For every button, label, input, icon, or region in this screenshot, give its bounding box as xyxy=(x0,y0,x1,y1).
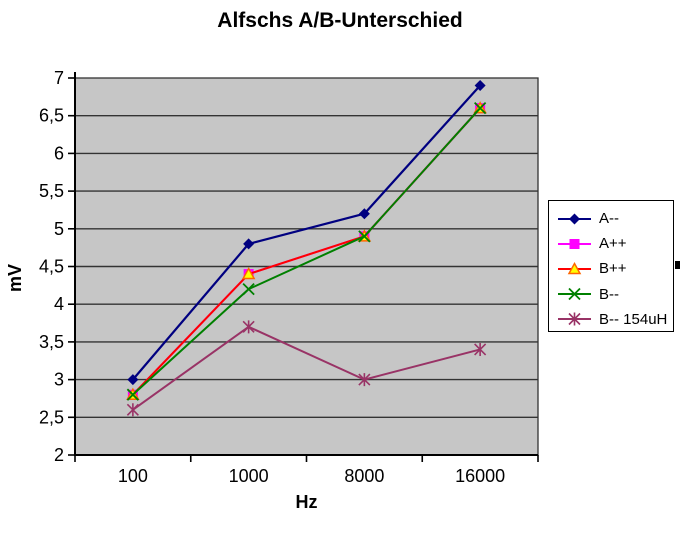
y-axis-tick-label: 5 xyxy=(54,219,64,239)
legend-label: A++ xyxy=(599,235,627,253)
selection-handle-icon[interactable] xyxy=(675,261,680,269)
legend-label: B++ xyxy=(599,260,627,278)
data-point-marker[interactable] xyxy=(241,266,256,280)
marker-x-icon[interactable] xyxy=(242,282,255,296)
data-point-marker[interactable] xyxy=(474,80,486,92)
data-point-marker[interactable] xyxy=(126,388,140,401)
y-axis-tick-label: 7 xyxy=(54,68,64,88)
marker-x-icon[interactable] xyxy=(126,388,140,401)
legend[interactable]: A-- A++ B++ B-- B-- 154uH xyxy=(548,200,674,332)
chart-title[interactable]: Alfschs A/B-Unterschied xyxy=(217,9,463,32)
legend-label: B-- xyxy=(599,285,619,303)
data-point-marker[interactable] xyxy=(358,230,371,243)
marker-asterisk-icon[interactable] xyxy=(242,320,255,334)
y-axis-title: mV xyxy=(5,264,25,293)
series-line[interactable] xyxy=(132,84,481,381)
legend-label: A-- xyxy=(599,210,619,228)
marker-asterisk-icon[interactable] xyxy=(568,312,581,326)
legend-item[interactable]: A-- xyxy=(557,206,673,231)
y-axis-tick-label: 6 xyxy=(54,143,64,163)
x-axis-title: Hz xyxy=(295,492,318,512)
data-point-marker[interactable] xyxy=(242,320,255,334)
marker-diamond-icon[interactable] xyxy=(474,80,486,92)
legend-marker-icon xyxy=(558,238,591,249)
y-axis-tick-label: 3 xyxy=(54,370,64,390)
data-point-marker[interactable] xyxy=(242,282,255,296)
marker-asterisk-icon[interactable] xyxy=(358,373,371,387)
legend-marker-icon xyxy=(558,288,591,301)
marker-asterisk-icon[interactable] xyxy=(126,403,139,417)
legend-marker-shape xyxy=(568,288,581,301)
y-axis-tick-label: 6,5 xyxy=(39,106,64,126)
marker-diamond-icon[interactable] xyxy=(243,238,255,250)
data-point-marker[interactable] xyxy=(358,208,370,220)
y-axis-tick-label: 2 xyxy=(54,445,64,465)
marker-x-icon[interactable] xyxy=(473,102,487,115)
legend-item[interactable]: B-- 154uH xyxy=(557,307,673,332)
x-axis-tick-label: 16000 xyxy=(455,466,505,486)
series-line[interactable] xyxy=(132,325,481,411)
series-line[interactable] xyxy=(132,107,481,396)
data-point-marker[interactable] xyxy=(126,403,139,417)
y-axis-tick-label: 5,5 xyxy=(39,181,64,201)
marker-diamond-icon[interactable] xyxy=(358,208,370,220)
data-point-marker[interactable] xyxy=(358,373,371,387)
x-axis-tick-label: 8000 xyxy=(344,466,384,486)
legend-item[interactable]: A++ xyxy=(557,231,673,256)
legend-label: B-- 154uH xyxy=(599,310,668,328)
x-axis-tick-label: 1000 xyxy=(229,466,269,486)
marker-asterisk-icon[interactable] xyxy=(474,342,487,356)
marker-triangle-icon[interactable] xyxy=(567,261,582,275)
data-point-marker[interactable] xyxy=(127,374,139,386)
marker-x-icon[interactable] xyxy=(568,288,581,301)
data-point-marker[interactable] xyxy=(473,102,487,115)
y-axis-tick-label: 3,5 xyxy=(39,332,64,352)
marker-diamond-icon[interactable] xyxy=(127,374,139,386)
y-axis-tick-label: 4 xyxy=(54,294,64,314)
legend-marker-shape xyxy=(569,213,580,225)
marker-triangle-icon[interactable] xyxy=(241,266,256,280)
marker-x-icon[interactable] xyxy=(358,230,371,243)
legend-marker-shape xyxy=(569,238,580,249)
legend-marker-icon xyxy=(558,213,591,225)
y-axis-tick-label: 2,5 xyxy=(39,407,64,427)
marker-square-icon[interactable] xyxy=(569,238,580,249)
legend-marker-icon xyxy=(558,261,591,275)
legend-item[interactable]: B++ xyxy=(557,256,673,281)
data-point-marker[interactable] xyxy=(243,238,255,250)
x-axis-tick-label: 100 xyxy=(118,466,148,486)
marker-diamond-icon[interactable] xyxy=(569,213,580,225)
legend-marker-shape xyxy=(567,261,582,275)
y-axis-tick-label: 4,5 xyxy=(39,257,64,277)
data-point-marker[interactable] xyxy=(474,342,487,356)
legend-marker-shape xyxy=(568,312,581,326)
legend-item[interactable]: B-- xyxy=(557,282,673,307)
legend-marker-icon xyxy=(558,312,591,326)
